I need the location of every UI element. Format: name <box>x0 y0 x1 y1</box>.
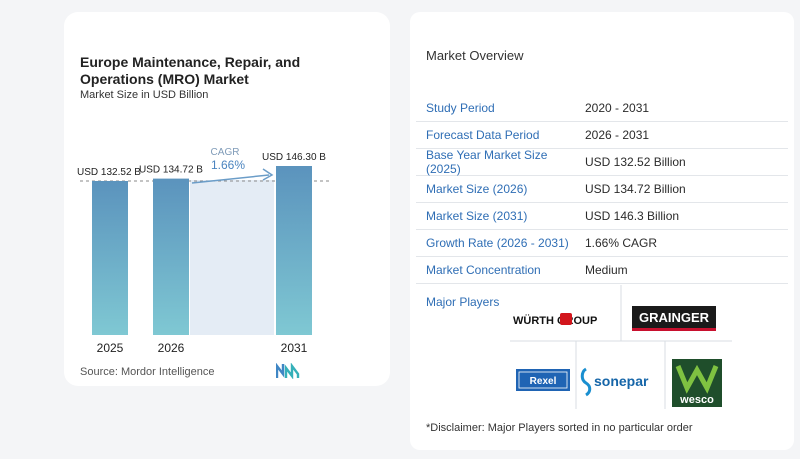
forecast-shade <box>190 180 274 335</box>
x-tick-2026: 2026 <box>158 341 185 355</box>
overview-table: Study Period 2020 - 2031 Forecast Data Pe… <box>416 95 788 284</box>
bars-layer: USD 132.52 B 2025 USD 134.72 B 2026 USD 146.… <box>77 152 326 355</box>
row-key: Forecast Data Period <box>426 128 540 142</box>
major-players-grid: WÜRTH GROUP GRAINGER Rexel sonepar <box>510 285 732 409</box>
data-label-2031: USD 146.30 B <box>262 152 326 163</box>
table-row: Market Concentration Medium <box>416 257 788 284</box>
row-value: 2026 - 2031 <box>585 128 650 142</box>
data-label-2025: USD 132.52 B <box>77 167 141 178</box>
source-note: Source: Mordor Intelligence <box>80 366 215 378</box>
row-key: Market Size (2026) <box>426 182 528 196</box>
bar-2031 <box>276 166 312 335</box>
major-players-label: Major Players <box>426 295 500 309</box>
cagr-label: CAGR <box>211 147 240 158</box>
svg-text:WÜRTH GROUP: WÜRTH GROUP <box>513 314 597 327</box>
data-label-2026: USD 134.72 B <box>139 165 203 176</box>
bar-2026 <box>153 178 189 335</box>
table-row: Market Size (2026) USD 134.72 Billion <box>416 176 788 203</box>
row-key: Growth Rate (2026 - 2031) <box>426 236 569 250</box>
rexel-logo: Rexel <box>516 369 570 391</box>
wesco-logo: wesco <box>672 359 722 407</box>
market-overview-panel: Market Overview Study Period 2020 - 2031 … <box>410 12 794 450</box>
cagr-arrow <box>191 174 270 184</box>
row-value: USD 146.3 Billion <box>585 209 680 223</box>
table-row: Forecast Data Period 2026 - 2031 <box>416 122 788 149</box>
wurth-logo: WÜRTH GROUP <box>513 313 597 327</box>
table-row: Study Period 2020 - 2031 <box>416 95 788 122</box>
disclaimer-text: *Disclaimer: Major Players sorted in no … <box>426 422 693 434</box>
mordor-intelligence-logo <box>276 363 300 379</box>
x-tick-2025: 2025 <box>97 341 124 355</box>
row-value: USD 132.52 Billion <box>585 155 686 169</box>
row-key: Study Period <box>426 101 495 115</box>
grainger-logo: GRAINGER <box>632 306 716 331</box>
table-row: Market Size (2031) USD 146.3 Billion <box>416 203 788 230</box>
table-row: Base Year Market Size (2025) USD 132.52 B… <box>416 148 788 176</box>
svg-text:GRAINGER: GRAINGER <box>639 310 710 325</box>
row-value: 1.66% CAGR <box>585 236 658 250</box>
table-row: Growth Rate (2026 - 2031) 1.66% CAGR <box>416 230 788 257</box>
overview-title: Market Overview <box>426 48 524 63</box>
chart-title: Europe Maintenance, Repair, and Operatio… <box>80 54 301 87</box>
row-key: Market Concentration <box>426 263 541 277</box>
cagr-arrowhead <box>262 168 274 181</box>
row-value: 2020 - 2031 <box>585 101 650 115</box>
svg-text:wesco: wesco <box>679 394 714 406</box>
bar-chart: USD 132.52 B 2025 USD 134.72 B 2026 USD 146.… <box>77 147 332 355</box>
row-value: Medium <box>585 263 628 277</box>
chart-card: USD 132.52 B 2025 USD 134.72 B 2026 USD 146.… <box>64 12 390 386</box>
cagr-value: 1.66% <box>211 158 245 172</box>
svg-text:sonepar: sonepar <box>594 373 649 389</box>
chart-subtitle: Market Size in USD Billion <box>80 89 209 101</box>
svg-text:Rexel: Rexel <box>530 376 557 387</box>
x-tick-2031: 2031 <box>281 341 308 355</box>
bar-2025 <box>92 181 128 335</box>
row-key: Base Year Market Size (2025) <box>426 148 548 176</box>
row-key: Market Size (2031) <box>426 209 528 223</box>
row-value: USD 134.72 Billion <box>585 182 686 196</box>
sonepar-logo: sonepar <box>580 367 649 397</box>
